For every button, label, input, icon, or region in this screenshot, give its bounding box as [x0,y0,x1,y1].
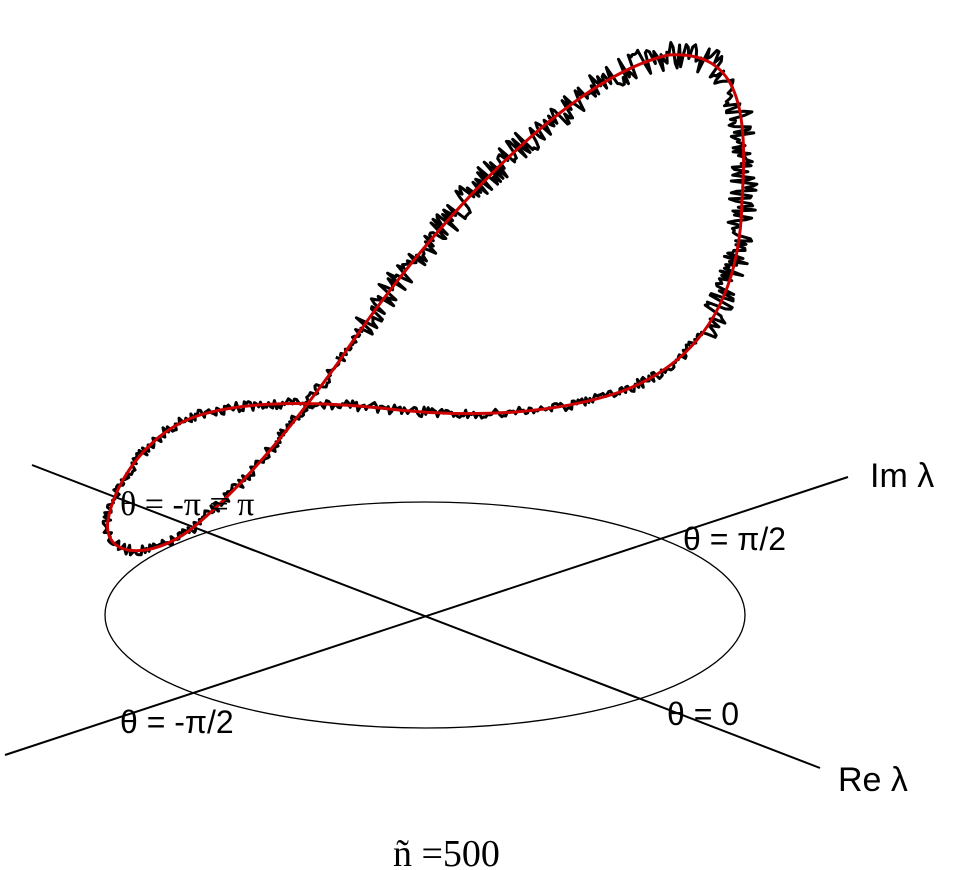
theta-minus-half-pi-label: θ = -π/2 [120,704,234,740]
smooth-trajectory-curve [106,53,746,553]
theta-pi-label: θ = -π ≡ π [120,486,254,523]
re-axis-label: Re λ [838,761,908,799]
theta-zero-label: θ = 0 [667,696,739,732]
noisy-trajectory-curve [101,41,759,557]
im-axis-label: Im λ [870,457,934,495]
theta-half-pi-label: θ = π/2 [683,521,786,557]
unit-circle-ellipse [104,501,746,729]
im-axis-line [4,476,849,756]
caption-n-value: ñ =500 [393,833,500,870]
